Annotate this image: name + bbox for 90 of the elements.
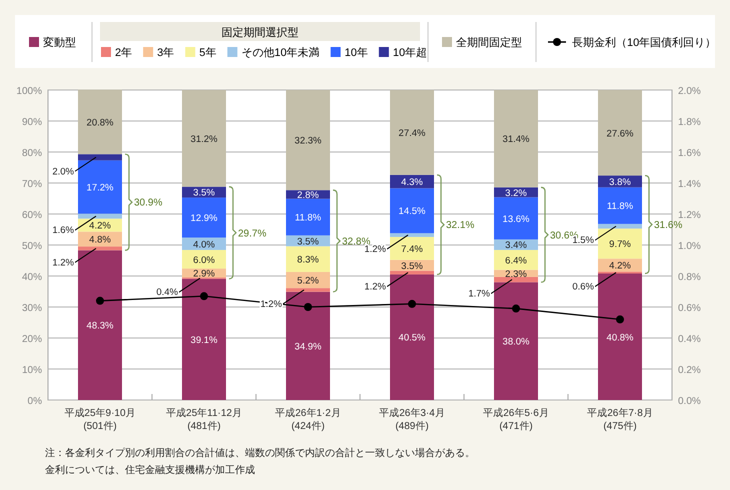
y-tick-label: 60%	[22, 210, 42, 221]
data-label: 13.6%	[502, 214, 530, 225]
data-label: 0.4%	[156, 287, 179, 298]
y-tick-label: 30%	[22, 303, 42, 314]
data-label: 3.5%	[297, 236, 320, 248]
x-tick-label: 平成25年11·12月 (481件)	[166, 407, 242, 432]
data-label: 4.0%	[193, 239, 216, 250]
annotation: 30.9%	[134, 198, 162, 209]
y-tick-label: 80%	[22, 148, 42, 159]
y-tick-label: 10%	[22, 365, 42, 376]
data-label: 38.0%	[502, 336, 530, 348]
y2-tick-label: 0.0%	[678, 396, 701, 407]
y2-tick-label: 1.0%	[678, 241, 701, 252]
x-tick-label: 平成26年3·4月 (489件)	[379, 407, 445, 432]
x-tick-label: 平成26年1·2月 (424件)	[275, 407, 341, 432]
data-label: 1.2%	[364, 244, 387, 256]
y-tick-label: 0%	[28, 396, 42, 407]
data-label: 0.6%	[572, 282, 595, 293]
data-label: 8.3%	[297, 254, 320, 266]
annotation: 31.6%	[654, 220, 682, 232]
data-label: 39.1%	[190, 334, 218, 346]
data-label: 31.4%	[502, 134, 530, 146]
data-label: 2.3%	[505, 268, 528, 280]
data-label: 3.2%	[505, 188, 528, 199]
data-label: 1.2%	[364, 282, 387, 293]
data-label: 27.6%	[606, 128, 634, 140]
legend-label: 2年	[115, 47, 132, 59]
data-label: 1.2%	[52, 257, 75, 268]
data-label: 17.2%	[86, 182, 114, 194]
annotation: 29.7%	[238, 228, 266, 240]
data-label: 9.7%	[609, 239, 632, 250]
data-label: 7.4%	[401, 244, 424, 255]
data-label: 40.5%	[398, 332, 426, 344]
x-tick-label: 平成26年7·8月 (475件)	[587, 407, 653, 432]
x-tick-label: 平成25年9·10月 (501件)	[64, 407, 136, 432]
data-label: 4.2%	[89, 220, 112, 232]
legend-label: 3年	[157, 47, 174, 59]
data-label: 6.4%	[505, 255, 528, 266]
data-label: 4.3%	[401, 177, 424, 188]
data-label: 12.9%	[190, 213, 218, 224]
data-label: 11.8%	[294, 212, 322, 224]
legend-label: 10年超	[392, 47, 428, 59]
data-label: 31.2%	[190, 134, 218, 145]
data-label: 2.8%	[297, 190, 320, 201]
y2-tick-label: 0.4%	[678, 334, 701, 345]
data-label: 48.3%	[86, 320, 114, 332]
legend-label: 全期間固定型	[456, 36, 522, 49]
text: 金利については、住宅金融支援機構が加工作成	[45, 464, 255, 476]
y2-tick-label: 0.8%	[678, 272, 701, 283]
data-label: 1.7%	[468, 288, 491, 300]
data-label: 27.4%	[398, 128, 426, 139]
data-label: 3.4%	[505, 240, 528, 252]
data-label: 40.8%	[606, 332, 634, 344]
data-label: 2.0%	[52, 166, 75, 178]
legend-label: 変動型	[43, 36, 76, 49]
y-tick-label: 70%	[22, 179, 42, 190]
legend-title: 固定期間選択型	[222, 26, 298, 39]
data-label: 32.3%	[294, 136, 322, 147]
y2-tick-label: 1.4%	[678, 179, 701, 190]
data-label: 3.5%	[401, 260, 424, 272]
data-label: 3.8%	[609, 176, 632, 188]
data-label: 11.8%	[606, 201, 634, 212]
y2-tick-label: 2.0%	[678, 86, 701, 97]
legend-label: 10年	[344, 47, 368, 59]
y2-tick-label: 1.2%	[678, 210, 701, 221]
annotation: 32.1%	[446, 220, 474, 232]
data-label: 5.2%	[297, 276, 320, 287]
data-label: 1.6%	[52, 225, 75, 236]
text: 注：各金利タイプ別の利用割合の合計値は、端数の関係で内訳の合計と一致しない場合がある。	[45, 447, 475, 459]
data-label: 4.2%	[609, 260, 632, 272]
data-label: 4.8%	[89, 234, 112, 246]
data-label: 3.5%	[193, 188, 216, 199]
x-tick-label: 平成26年5·6月 (471件)	[483, 407, 549, 432]
data-label: 34.9%	[294, 341, 322, 352]
data-label: 14.5%	[398, 206, 426, 218]
y2-tick-label: 0.2%	[678, 365, 701, 376]
y-tick-label: 90%	[22, 117, 42, 128]
y2-tick-label: 0.6%	[678, 303, 701, 314]
data-label: 2.9%	[193, 268, 216, 280]
data-label: 20.8%	[86, 117, 114, 128]
legend-label: 長期金利（10年国債利回り）	[572, 36, 716, 49]
y-tick-label: 40%	[22, 272, 42, 283]
y-tick-label: 50%	[22, 241, 42, 252]
legend-label: その他10年未満	[241, 46, 320, 59]
y2-tick-label: 1.8%	[678, 117, 701, 128]
y-tick-label: 20%	[22, 334, 42, 345]
y-tick-label: 100%	[16, 86, 42, 97]
y2-tick-label: 1.6%	[678, 148, 701, 159]
data-label: 6.0%	[193, 254, 216, 266]
legend-label: 5年	[199, 47, 216, 59]
